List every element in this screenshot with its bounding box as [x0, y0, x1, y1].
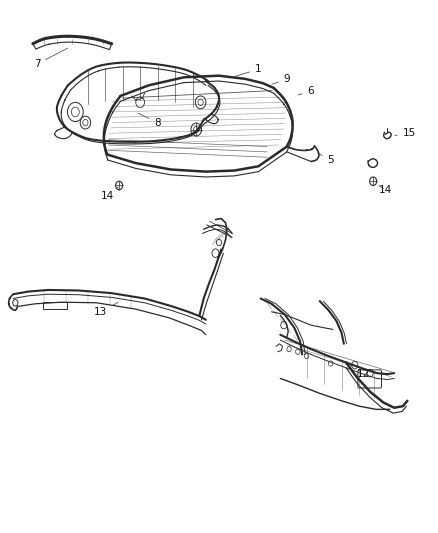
- Text: 12: 12: [350, 365, 370, 379]
- Text: 13: 13: [94, 302, 118, 317]
- Text: 14: 14: [101, 187, 118, 200]
- Text: 7: 7: [34, 48, 67, 69]
- Text: 6: 6: [298, 86, 314, 95]
- Text: 14: 14: [379, 185, 392, 195]
- Text: 9: 9: [272, 74, 290, 84]
- Text: 5: 5: [318, 153, 334, 165]
- Text: 1: 1: [235, 64, 262, 76]
- Text: 8: 8: [138, 113, 161, 127]
- Text: 15: 15: [395, 128, 416, 138]
- Bar: [43, 302, 67, 309]
